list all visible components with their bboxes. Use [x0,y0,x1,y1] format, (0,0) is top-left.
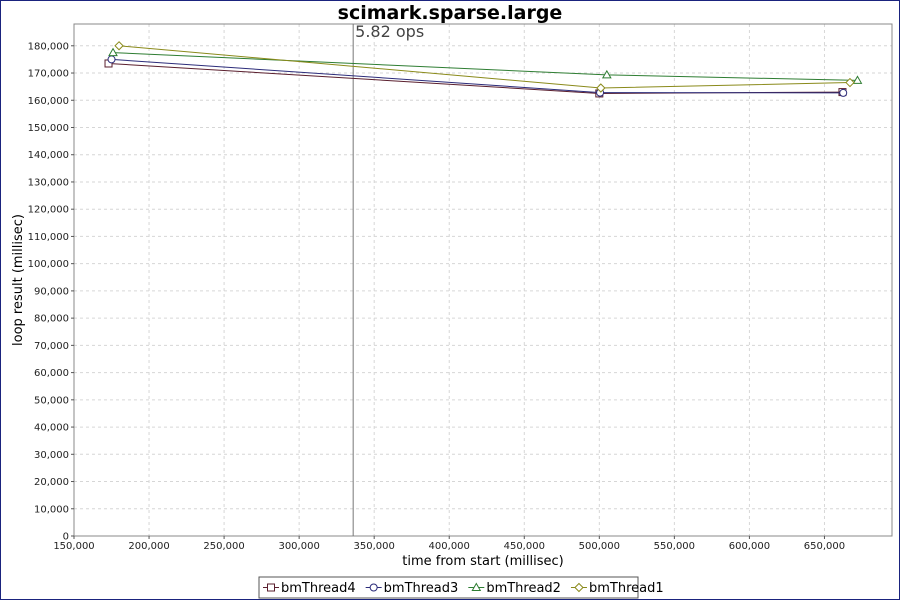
x-tick-label: 350,000 [354,541,395,552]
axes [73,23,893,537]
legend-label: bmThread2 [486,581,561,596]
x-tick-label: 400,000 [429,541,470,552]
x-axis-label: time from start (millisec) [402,554,563,569]
y-tick-label: 50,000 [34,395,69,406]
data-point [596,83,606,93]
x-tick-label: 450,000 [504,541,545,552]
data-point [601,69,612,79]
y-axis-ticks: 0 10,000 20,000 30,000 40,000 50,000 60,000 70,… [28,41,74,543]
legend-symbol [369,583,378,592]
y-tick-label: 90,000 [34,286,69,297]
x-tick-label: 300,000 [278,541,319,552]
legend-label: bmThread1 [589,581,664,596]
series-bmThread1 [114,41,855,93]
legend-box [258,576,639,599]
legend-item-bmThread2: bmThread2 [468,581,561,596]
x-tick-label: 500,000 [579,541,620,552]
y-tick-label: 110,000 [28,232,69,243]
y-tick-label: 10,000 [34,504,69,515]
y-axis-label: loop result (millisec) [11,214,26,346]
legend-symbol [471,582,482,591]
x-tick-label: 250,000 [203,541,244,552]
y-tick-label: 0 [63,532,69,543]
y-tick-label: 20,000 [34,477,69,488]
data-point [107,55,116,64]
legend-item-bmThread3: bmThread3 [365,581,459,596]
time-marker: 5.82 ops [352,22,424,536]
data-point [845,77,855,88]
data-point [108,47,118,57]
legend-item-bmThread1: bmThread1 [570,581,664,596]
data-point [114,41,124,51]
plot-border [73,23,893,537]
legend: bmThread4 bmThread3 bmThread2 bmThread1 [258,576,664,599]
y-tick-label: 150,000 [28,123,69,134]
legend-label: bmThread4 [281,581,356,596]
x-tick-label: 150,000 [53,541,94,552]
chart-title: scimark.sparse.large [338,2,563,24]
y-tick-label: 30,000 [34,450,69,461]
x-tick-label: 650,000 [804,541,845,552]
legend-label: bmThread3 [384,581,459,596]
series-group [104,41,863,98]
legend-symbol [574,582,584,593]
y-tick-label: 130,000 [28,177,69,188]
y-tick-label: 60,000 [34,368,69,379]
plot-area [74,24,892,536]
y-tick-label: 140,000 [28,150,69,161]
legend-symbol [267,583,275,592]
data-point [839,88,848,97]
y-tick-label: 120,000 [28,205,69,216]
x-axis-ticks: 150,000 200,000 250,000 300,000 350,000 400,0… [53,536,845,552]
x-tick-label: 600,000 [729,541,770,552]
y-tick-label: 80,000 [34,314,69,325]
legend-item-bmThread4: bmThread4 [263,581,356,596]
data-point [852,75,863,84]
y-tick-label: 160,000 [28,96,69,107]
y-tick-label: 100,000 [28,259,69,270]
x-tick-label: 550,000 [654,541,695,552]
y-tick-label: 180,000 [28,41,69,52]
y-tick-label: 170,000 [28,69,69,80]
y-tick-label: 70,000 [34,341,69,352]
x-tick-label: 200,000 [128,541,169,552]
marker-label: 5.82 ops [355,22,424,41]
y-tick-label: 40,000 [34,423,69,434]
